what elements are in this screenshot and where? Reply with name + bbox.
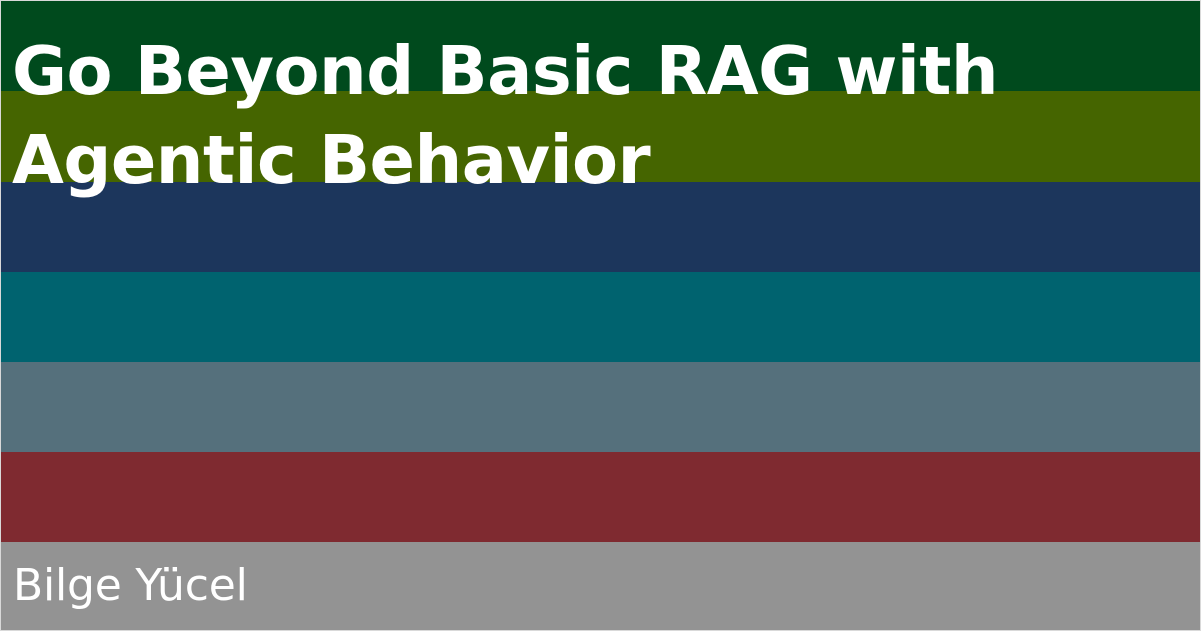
color-band-navy [1,182,1200,272]
color-band-teal [1,272,1200,362]
author-name: Bilge Yücel [13,560,248,611]
page-title: Go Beyond Basic RAG with Agentic Behavio… [12,32,999,199]
color-band-gray [1,542,1200,630]
color-band-dark-green [1,1,1200,91]
color-band-olive-green [1,91,1200,182]
color-band-maroon [1,452,1200,542]
color-band-slate [1,362,1200,452]
